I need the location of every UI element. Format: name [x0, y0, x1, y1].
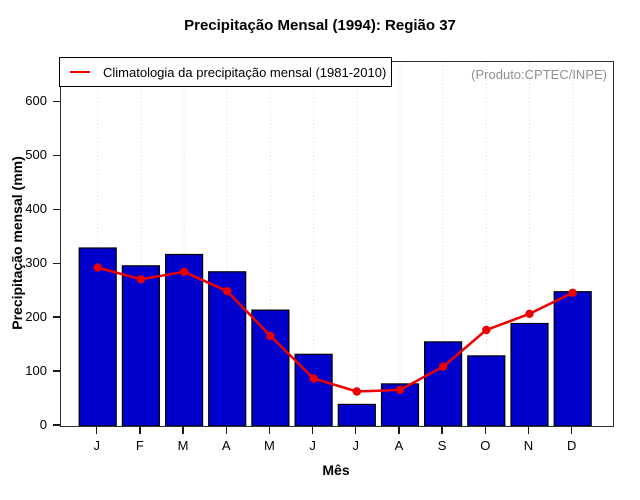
x-tick-label: O — [480, 438, 491, 453]
bar — [510, 322, 549, 426]
chart-title: Precipitação Mensal (1994): Região 37 — [184, 17, 456, 34]
y-tick-label: 200 — [25, 309, 47, 325]
x-tick-mark — [355, 426, 357, 434]
y-tick-mark — [52, 424, 60, 426]
legend-label: Climatologia da precipitação mensal (198… — [103, 64, 387, 80]
x-tick-mark — [268, 426, 271, 434]
y-tick-label: 400 — [25, 201, 47, 217]
legend: Climatologia da precipitação mensal (198… — [59, 57, 392, 87]
x-tick-mark — [139, 426, 141, 434]
x-tick-label: S — [437, 438, 447, 453]
x-tick-label: J — [352, 438, 360, 453]
y-tick-mark — [52, 100, 60, 103]
climatology-point — [395, 385, 405, 395]
x-tick-label: A — [394, 438, 404, 453]
x-tick-mark — [527, 426, 530, 434]
y-tick-label: 100 — [25, 363, 47, 379]
bar — [121, 265, 161, 426]
x-tick-label: J — [93, 438, 100, 453]
x-tick-mark — [441, 426, 443, 434]
climatology-point — [93, 263, 102, 272]
climatology-point — [223, 287, 232, 296]
watermark-label: (Produto:CPTEC/INPE) — [471, 67, 607, 82]
climatology-point — [309, 374, 318, 383]
x-tick-mark — [225, 426, 227, 434]
bar — [251, 309, 290, 426]
x-tick-mark — [398, 426, 400, 434]
climatology-line — [97, 266, 574, 393]
y-tick-label: 500 — [25, 147, 47, 163]
x-tick-label: M — [263, 438, 275, 453]
y-tick-mark — [52, 154, 60, 157]
x-axis-label: Mês — [322, 462, 350, 478]
bar — [467, 355, 506, 426]
x-tick-mark — [96, 426, 98, 434]
bar — [553, 291, 592, 426]
y-tick-mark — [52, 262, 60, 264]
climatology-point — [179, 267, 189, 276]
climatology-point — [568, 288, 577, 297]
y-tick-label: 300 — [25, 255, 47, 271]
x-tick-label: N — [523, 438, 534, 453]
climatology-point — [352, 387, 361, 396]
climatology-point — [482, 325, 491, 335]
y-tick-label: 600 — [25, 93, 47, 109]
x-tick-mark — [484, 426, 486, 434]
bar — [164, 253, 204, 426]
x-tick-label: M — [177, 438, 189, 453]
bar — [294, 353, 333, 426]
plot-area — [60, 61, 614, 427]
climatology-point — [266, 331, 275, 341]
y-tick-mark — [52, 370, 60, 372]
bar — [208, 271, 247, 426]
x-tick-mark — [311, 426, 314, 434]
x-tick-label: J — [309, 438, 316, 453]
x-tick-label: D — [566, 438, 577, 453]
y-tick-mark — [52, 316, 60, 318]
x-tick-mark — [570, 426, 573, 434]
y-tick-mark — [52, 208, 60, 210]
bar — [337, 403, 376, 426]
climatology-point — [136, 275, 146, 284]
x-tick-label: F — [135, 438, 144, 453]
plot-svg — [78, 62, 592, 426]
climatology-point — [525, 309, 534, 318]
climatology-point — [438, 362, 448, 371]
y-tick-label: 0 — [39, 417, 47, 432]
legend-line-sample — [70, 71, 90, 73]
x-tick-mark — [182, 426, 184, 434]
x-tick-label: A — [221, 438, 231, 453]
bar — [78, 247, 117, 426]
y-axis-label: Precipitação mensal (mm) — [9, 156, 25, 330]
